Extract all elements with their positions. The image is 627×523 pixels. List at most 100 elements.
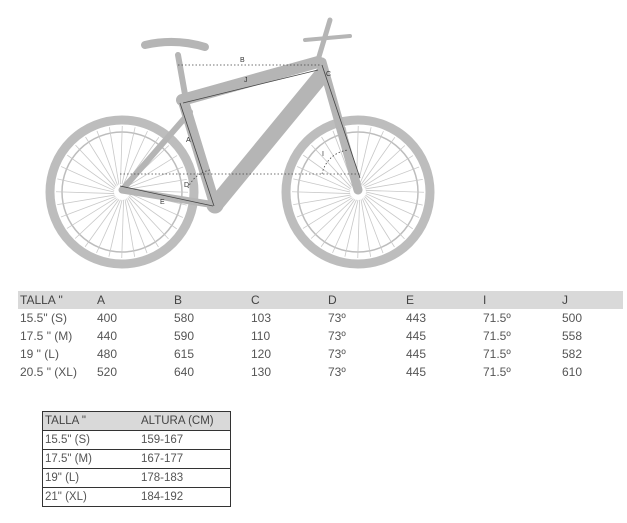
spoke [128, 166, 184, 188]
label-j: J [244, 77, 248, 84]
spoke [126, 198, 148, 254]
bike-geometry-diagram: B J C A D E I [45, 17, 435, 269]
label-a: A [186, 137, 191, 144]
spoke [60, 196, 116, 218]
table-cell: 15.5" (S) [42, 430, 139, 450]
spoke [302, 197, 353, 229]
geometry-row: 19 " (L) 480 615 120 73º 445 71.5º 582 [18, 345, 623, 363]
spoke [363, 155, 414, 187]
header-cell: B [172, 291, 249, 309]
spoke [57, 194, 115, 206]
table-cell: 19 " (L) [20, 347, 59, 361]
spoke [124, 199, 136, 257]
spoke [129, 193, 184, 218]
geometry-header-row: TALLA " A B C D E I J [18, 291, 623, 309]
spoke [96, 130, 118, 186]
table-cell: 73º [328, 311, 346, 325]
spoke [75, 144, 116, 188]
label-e: E [160, 199, 165, 206]
table-cell: 558 [562, 329, 583, 343]
spoke [320, 199, 356, 247]
table-cell: 445 [406, 329, 427, 343]
spoke [60, 166, 115, 191]
spoke [96, 199, 121, 254]
sizing-header-row: TALLA " ALTURA (CM) [42, 411, 231, 431]
table-cell: 480 [97, 347, 118, 361]
header-cell: E [404, 291, 481, 309]
table-cell: 15.5" (S) [20, 311, 67, 325]
spoke [364, 166, 420, 188]
table-cell: 120 [251, 347, 272, 361]
spoke [303, 154, 351, 190]
spoke [66, 197, 117, 229]
spoke [362, 145, 406, 186]
sizing-row: 21" (XL) 184-192 [42, 487, 231, 507]
table-cell: 520 [97, 365, 118, 379]
spoke [365, 178, 423, 190]
table-cell: 184-192 [139, 487, 231, 507]
front-wheel [281, 115, 435, 269]
header-cell: TALLA " [42, 411, 139, 431]
header-cell: J [560, 291, 623, 309]
header-cell: ALTURA (CM) [139, 411, 231, 431]
table-cell: 20.5 " (XL) [20, 365, 77, 379]
table-cell: 615 [174, 347, 195, 361]
table-cell: 580 [174, 311, 195, 325]
table-cell: 71.5º [483, 365, 511, 379]
spoke [108, 199, 123, 257]
table-cell: 110 [251, 329, 271, 343]
table-cell: 71.5º [483, 347, 511, 361]
spoke [321, 136, 353, 187]
header-cell: D [326, 291, 404, 309]
spoke [108, 127, 120, 185]
spoke [67, 154, 115, 190]
spoke [129, 194, 177, 230]
spoke [365, 193, 420, 218]
header-cell: I [481, 291, 560, 309]
table-cell: 21" (XL) [42, 487, 139, 507]
spoke [291, 191, 351, 194]
table-cell: 159-167 [139, 430, 231, 450]
spoke [365, 194, 413, 230]
table-cell: 610 [562, 365, 583, 379]
geometry-row: 17.5 " (M) 440 590 110 73º 445 71.5º 558 [18, 327, 623, 345]
spoke [293, 178, 351, 193]
table-cell: 19" (L) [42, 468, 139, 488]
spoke [120, 125, 123, 185]
table-cell: 71.5º [483, 329, 511, 343]
spoke [296, 196, 352, 218]
label-d: D [184, 182, 189, 189]
spoke [129, 178, 187, 190]
table-cell: 445 [406, 347, 427, 361]
spoke [123, 130, 148, 185]
sizing-row: 19" (L) 178-183 [42, 468, 231, 488]
table-cell: 400 [97, 311, 118, 325]
spoke [360, 199, 372, 257]
spoke [121, 199, 124, 259]
sizing-table: TALLA " ALTURA (CM) 15.5" (S) 159-167 17.5… [42, 411, 231, 507]
spoke [359, 130, 384, 185]
table-cell: 440 [97, 329, 118, 343]
sizing-row: 15.5" (S) 159-167 [42, 430, 231, 450]
spoke [310, 198, 354, 239]
table-cell: 500 [562, 311, 583, 325]
spoke [344, 199, 359, 257]
table-cell: 590 [174, 329, 195, 343]
spoke [74, 198, 118, 239]
spoke [127, 197, 159, 248]
table-cell: 17.5" (M) [42, 449, 139, 469]
header-cell: TALLA " [18, 291, 95, 309]
header-cell: A [95, 291, 172, 309]
header-cell: C [249, 291, 326, 309]
label-b: B [240, 57, 245, 64]
spoke [85, 136, 117, 187]
spoke [357, 127, 372, 185]
spoke [296, 166, 351, 191]
spoke [365, 191, 423, 206]
table-cell: 167-177 [139, 449, 231, 469]
label-c: C [326, 71, 331, 78]
spoke [332, 199, 357, 254]
geometry-row: 20.5 " (XL) 520 640 130 73º 445 71.5º 610 [18, 363, 623, 381]
table-cell: 71.5º [483, 311, 511, 325]
spoke [363, 197, 395, 248]
